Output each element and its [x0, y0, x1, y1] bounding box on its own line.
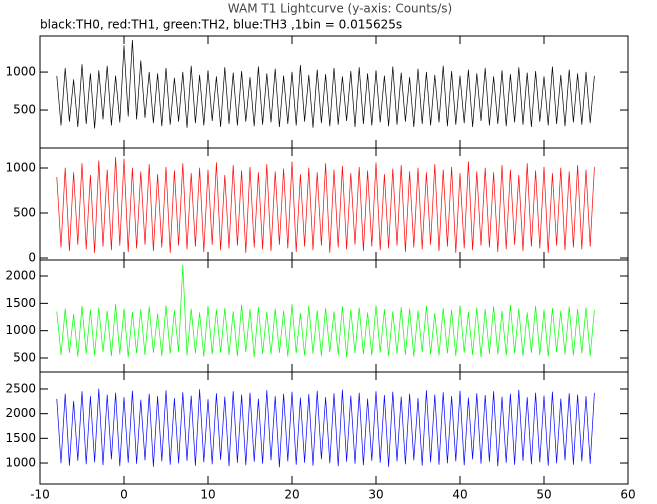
- y-tick-label: 1500: [5, 296, 36, 310]
- y-tick-label: 500: [13, 206, 36, 220]
- y-tick-label: 1000: [5, 456, 36, 470]
- x-tick-label: 50: [536, 488, 551, 502]
- y-tick-label: 2500: [5, 381, 36, 395]
- x-tick-label: -10: [30, 488, 50, 502]
- light-curve: [56, 264, 595, 358]
- panel-frame: [39, 371, 629, 485]
- chart-title: WAM T1 Lightcurve (y-axis: Counts/s): [228, 2, 452, 16]
- x-tick-label: 30: [368, 488, 383, 502]
- y-tick-label: 2000: [5, 269, 36, 283]
- light-curve: [56, 39, 595, 129]
- light-curve: [56, 388, 595, 468]
- x-tick-label: 40: [452, 488, 467, 502]
- chart-subtitle: black:TH0, red:TH1, green:TH2, blue:TH3 …: [40, 18, 402, 32]
- y-tick-label: 1000: [5, 323, 36, 337]
- y-tick-label: 500: [13, 103, 36, 117]
- y-tick-label: 1500: [5, 431, 36, 445]
- y-tick-label: 2000: [5, 406, 36, 420]
- light-curve: [56, 156, 595, 253]
- x-tick-label: 20: [284, 488, 299, 502]
- x-tick-label: 0: [120, 488, 128, 502]
- x-tick-label: 10: [200, 488, 215, 502]
- y-tick-label: 500: [13, 351, 36, 365]
- y-tick-label: 0: [28, 251, 36, 265]
- panel-frame: [39, 35, 629, 149]
- x-tick-label: 60: [620, 488, 635, 502]
- y-tick-label: 1000: [5, 65, 36, 79]
- y-tick-label: 1000: [5, 160, 36, 174]
